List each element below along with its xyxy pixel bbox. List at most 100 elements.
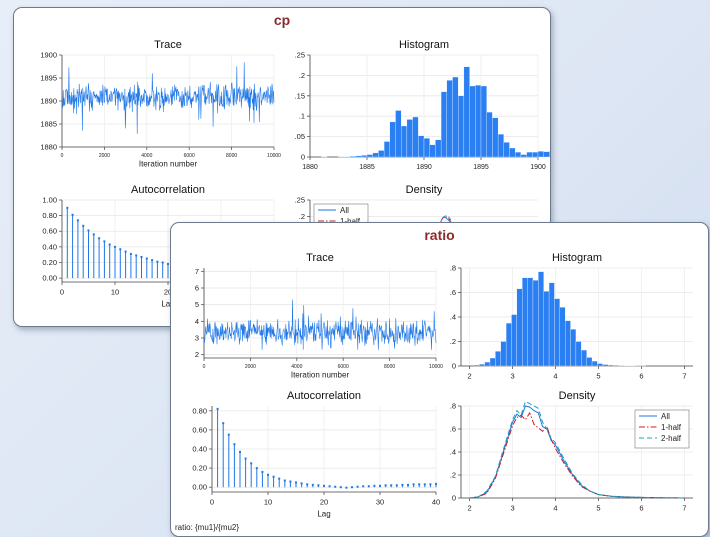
x-tick-label: 4 <box>553 504 557 513</box>
acf-point <box>418 483 421 486</box>
histogram-bar <box>395 110 402 158</box>
histogram-bar <box>473 364 480 367</box>
y-tick-label: 0 <box>301 153 305 162</box>
y-tick-label: 1900 <box>40 51 57 60</box>
acf-point <box>407 483 409 486</box>
y-tick-label: .2 <box>450 337 456 346</box>
trace-line <box>61 62 275 134</box>
acf-point <box>334 485 337 488</box>
histogram-bar <box>581 349 587 367</box>
y-tick-label: 1880 <box>40 143 57 152</box>
panel-title: Histogram <box>552 252 602 264</box>
acf-point <box>373 484 376 487</box>
acf-point <box>261 470 264 473</box>
histogram-bar <box>565 320 571 367</box>
x-tick-label: 1885 <box>359 164 375 171</box>
acf-point <box>267 473 269 476</box>
histogram-bar <box>607 364 614 367</box>
x-tick-label: 6000 <box>338 364 349 370</box>
acf-point <box>98 237 101 240</box>
histogram-bar <box>366 154 373 158</box>
histogram-bar <box>479 364 485 367</box>
x-tick-label: 5 <box>596 504 600 513</box>
histogram-bar <box>406 119 413 158</box>
y-tick-label: 1885 <box>40 120 57 129</box>
histogram-bar <box>418 135 425 158</box>
ratio-autocorrelation-panel: Autocorrelation 0.00 0.20 0.40 0.60 0.80 0 10 20… <box>192 390 440 518</box>
x-tick-label: 4000 <box>291 364 302 370</box>
x-tick-label: 2000 <box>99 153 110 159</box>
y-tick-label: .15 <box>295 91 305 100</box>
x-tick-label: 40 <box>432 498 440 507</box>
histogram-bar <box>543 151 550 158</box>
cp-histogram-panel: Histogram 0 .05 .1 .15 .2 .25 1880 1885 1890 1895 1… <box>295 39 550 171</box>
histogram-bar <box>389 121 396 158</box>
acf-point <box>390 484 393 487</box>
histogram-bar <box>586 357 593 367</box>
x-tick-label: 10 <box>264 498 272 507</box>
histogram-bar <box>463 66 470 158</box>
histogram-bar <box>458 95 465 158</box>
y-tick-label: .2 <box>299 71 305 80</box>
window-title: cp <box>273 12 291 28</box>
acf-point <box>114 245 116 248</box>
histogram-bar <box>492 117 499 158</box>
histogram-bar <box>538 271 544 367</box>
x-tick-label: 10000 <box>429 364 443 370</box>
x-tick-label: 1895 <box>473 164 489 171</box>
acf-point <box>429 483 432 486</box>
x-tick-label: 20 <box>320 498 328 507</box>
histogram-bar <box>484 361 491 367</box>
panel-title: Trace <box>306 252 334 264</box>
x-tick-label: 10 <box>111 288 119 297</box>
y-tick-label: 0.80 <box>42 211 57 220</box>
y-tick-label: .6 <box>450 425 456 434</box>
y-tick-label: 0.20 <box>192 464 207 473</box>
acf-point <box>351 486 353 489</box>
histogram-bar <box>503 142 510 158</box>
y-tick-label: .1 <box>299 112 305 121</box>
x-tick-label: 4 <box>553 372 557 381</box>
y-tick-label: 0.00 <box>192 483 207 492</box>
acf-point <box>156 260 159 263</box>
x-tick-label: 1880 <box>302 164 318 171</box>
y-tick-label: 3 <box>195 334 199 343</box>
x-tick-label: 6 <box>639 504 643 513</box>
histogram-bar <box>378 150 385 158</box>
acf-point <box>233 443 236 446</box>
x-tick-label: 30 <box>376 498 384 507</box>
acf-point <box>395 484 398 487</box>
acf-point <box>367 485 370 488</box>
acf-point <box>283 479 286 482</box>
acf-point <box>311 483 314 486</box>
histogram-bar <box>543 291 550 367</box>
footnote: ratio: {mu1}/{mu2} <box>175 523 240 532</box>
y-tick-label: .25 <box>295 196 305 205</box>
histogram-bar <box>597 363 603 367</box>
histogram-bar <box>355 155 362 158</box>
x-tick-label: 10000 <box>267 153 281 159</box>
panel-title: Trace <box>154 39 182 51</box>
ratio-trace-panel: Trace 2 3 4 5 6 7 0 2000 4000 6000 8000 10000 Iterati… <box>195 252 443 380</box>
y-tick-label: 0 <box>452 362 456 371</box>
histogram-bar <box>554 298 560 367</box>
histogram-bar <box>613 365 620 367</box>
x-tick-label: 6000 <box>184 153 195 159</box>
density-line-2-half <box>469 400 685 499</box>
x-tick-label: 3 <box>510 372 514 381</box>
histogram-bar <box>575 341 582 367</box>
acf-point <box>255 467 258 470</box>
acf-point <box>384 484 387 487</box>
panel-title: Autocorrelation <box>287 390 361 402</box>
y-tick-label: 1.00 <box>42 196 57 205</box>
x-axis-label: Lag <box>161 299 174 308</box>
y-tick-label: .2 <box>299 212 305 221</box>
window-title: ratio <box>424 227 455 243</box>
histogram-bar <box>591 360 598 367</box>
acf-point <box>379 484 381 487</box>
acf-point <box>362 485 365 488</box>
acf-point <box>323 484 325 487</box>
acf-point <box>401 483 404 486</box>
x-tick-label: 0 <box>61 153 64 159</box>
